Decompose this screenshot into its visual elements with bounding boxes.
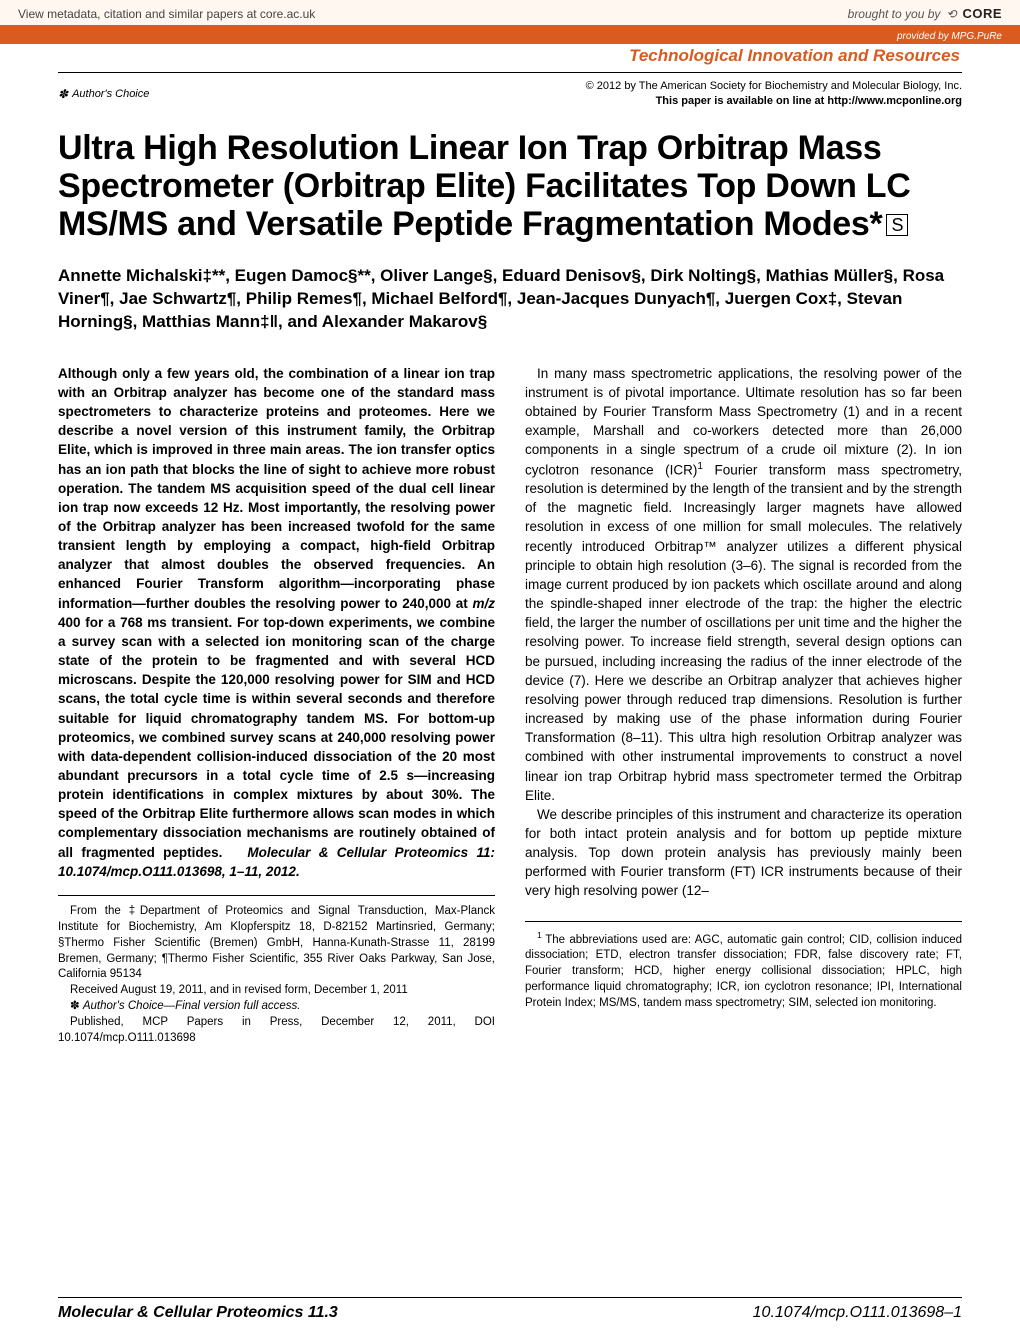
column-separator <box>525 921 962 922</box>
footer-journal: Molecular & Cellular Proteomics 11.3 <box>58 1304 338 1322</box>
page-footer: Molecular & Cellular Proteomics 11.3 10.… <box>58 1297 962 1322</box>
article-title: Ultra High Resolution Linear Ion Trap Or… <box>58 115 962 265</box>
supplement-icon: S <box>886 214 908 236</box>
two-column-body: Although only a few years old, the combi… <box>58 364 962 1047</box>
core-logo[interactable]: CORE <box>962 6 1002 21</box>
page-content: ✽ Author's Choice © 2012 by The American… <box>0 72 1020 1047</box>
left-column: Although only a few years old, the combi… <box>58 364 495 1047</box>
footnote-line: 1 The abbreviations used are: AGC, autom… <box>525 930 962 1012</box>
authors-choice-icon: ✽ <box>58 88 68 100</box>
brought-by-text: brought to you by <box>848 7 941 21</box>
body-p1a: In many mass spectrometric applications,… <box>525 366 962 477</box>
authors-choice-icon: ✽ <box>70 1000 83 1012</box>
right-column: In many mass spectrometric applications,… <box>525 364 962 1047</box>
abstract-mz: m/z <box>472 596 495 611</box>
author-list: Annette Michalski‡**, Eugen Damoc§**, Ol… <box>58 265 962 364</box>
body-p1: In many mass spectrometric applications,… <box>525 364 962 805</box>
abstract-p1a: Although only a few years old, the combi… <box>58 366 495 611</box>
footer-doi: 10.1074/mcp.O111.013698–1 <box>753 1304 962 1322</box>
footnote-text: The abbreviations used are: AGC, automat… <box>525 933 962 1008</box>
affil-main: From the ‡Department of Proteomics and S… <box>58 904 495 983</box>
column-separator <box>58 895 495 896</box>
authors-choice: ✽ Author's Choice <box>58 79 149 109</box>
abstract-p1b: 400 for a 768 ms transient. For top-down… <box>58 615 495 860</box>
provided-by-bar: provided by MPG.PuRe <box>0 29 1020 44</box>
affil-choice: ✽ Author's Choice—Final version full acc… <box>58 999 495 1015</box>
horizontal-rule <box>58 72 962 73</box>
copyright-block: © 2012 by The American Society for Bioch… <box>586 79 962 109</box>
core-logo-icon: ⟲ <box>946 7 956 21</box>
meta-row: ✽ Author's Choice © 2012 by The American… <box>58 77 962 115</box>
title-text: Ultra High Resolution Linear Ion Trap Or… <box>58 129 910 243</box>
section-header: Technological Innovation and Resources <box>0 44 1020 70</box>
authors-choice-text: Author's Choice <box>72 88 149 100</box>
abstract: Although only a few years old, the combi… <box>58 364 495 881</box>
affil-published: Published, MCP Papers in Press, December… <box>58 1015 495 1047</box>
affiliations: From the ‡Department of Proteomics and S… <box>58 904 495 1047</box>
online-text: This paper is available on line at http:… <box>586 94 962 109</box>
footnote-abbrev: 1 The abbreviations used are: AGC, autom… <box>525 930 962 1012</box>
repository-banner: View metadata, citation and similar pape… <box>0 0 1020 29</box>
body-p1b: Fourier transform mass spectrometry, res… <box>525 462 962 803</box>
affil-choice-text: Author's Choice—Final version full acces… <box>83 1000 301 1012</box>
metadata-link[interactable]: View metadata, citation and similar pape… <box>18 7 315 21</box>
metadata-link-text[interactable]: View metadata, citation and similar pape… <box>18 7 315 21</box>
provided-by-text[interactable]: provided by MPG.PuRe <box>897 31 1002 42</box>
brought-by: brought to you by ⟲ CORE <box>848 6 1002 21</box>
affil-received: Received August 19, 2011, and in revised… <box>58 983 495 999</box>
body-p2: We describe principles of this instrumen… <box>525 805 962 901</box>
copyright-text: © 2012 by The American Society for Bioch… <box>586 79 962 94</box>
